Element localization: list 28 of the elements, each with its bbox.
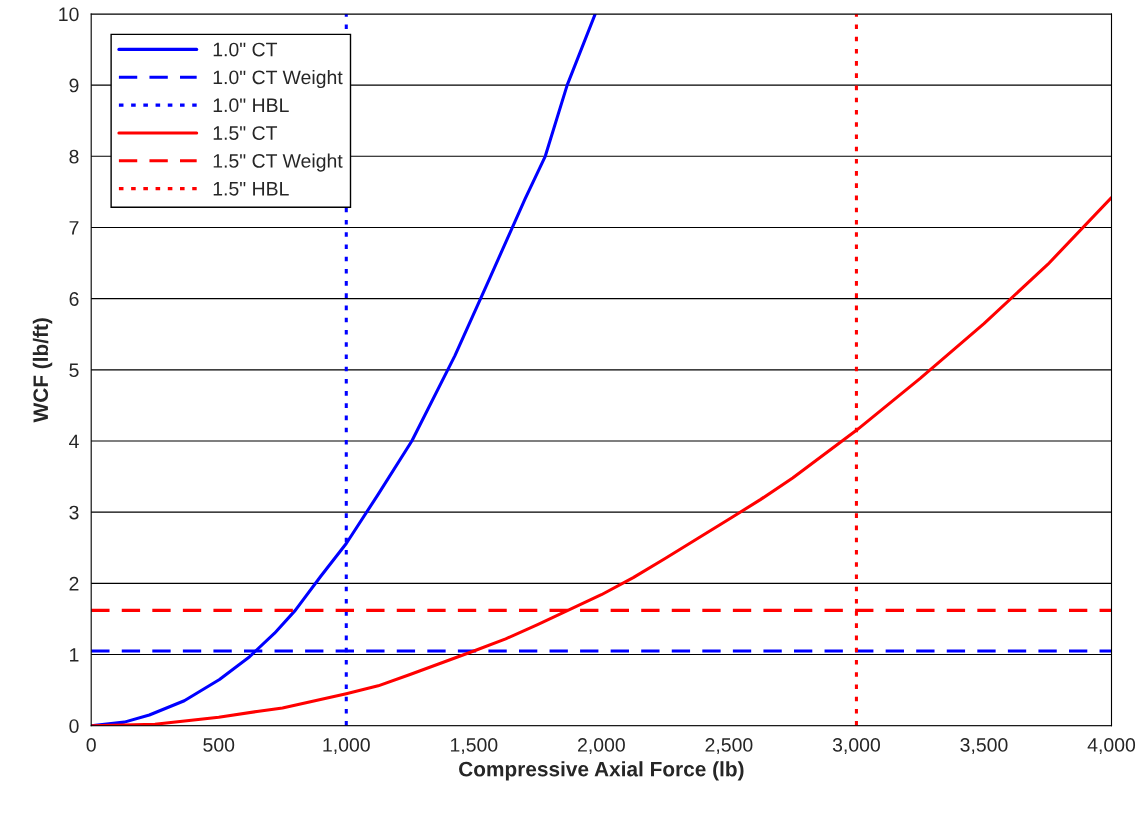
legend-label: 1.0" CT Weight (213, 69, 343, 89)
legend-label: 1.0" CT (213, 42, 278, 57)
y-axis-title: WCF (lb/ft) (32, 318, 53, 423)
x-tick-label: 1,500 (450, 738, 498, 755)
y-tick-label: 9 (69, 78, 79, 93)
legend-label: 1.5" HBL (213, 182, 289, 196)
y-tick-label: 1 (70, 648, 79, 662)
legend-label: 1.5" CT (213, 126, 278, 140)
y-tick-label: 3 (69, 505, 79, 520)
legend-label: 1.5" CT Weight (213, 153, 343, 172)
y-tick-label: 6 (69, 292, 79, 306)
x-tick-label: 3,000 (832, 738, 880, 755)
x-tick-label: 2,500 (705, 738, 753, 755)
x-tick-label: 500 (203, 738, 235, 752)
y-tick-label: 0 (69, 719, 79, 733)
x-tick-label: 0 (86, 738, 96, 752)
x-tick-label: 4,000 (1087, 738, 1136, 755)
x-tick-label: 2,000 (578, 738, 625, 755)
y-tick-label: 2 (69, 576, 79, 591)
x-tick-label: 3,500 (960, 738, 1008, 755)
y-tick-label: 7 (69, 221, 79, 235)
y-tick-label: 5 (69, 363, 79, 378)
legend-label: 1.0" HBL (213, 98, 289, 113)
y-tick-label: 10 (59, 7, 79, 22)
x-axis-title: Compressive Axial Force (lb) (459, 761, 744, 781)
y-tick-label: 4 (69, 434, 79, 449)
x-tick-label: 1,000 (323, 738, 370, 755)
y-tick-label: 8 (69, 149, 79, 164)
